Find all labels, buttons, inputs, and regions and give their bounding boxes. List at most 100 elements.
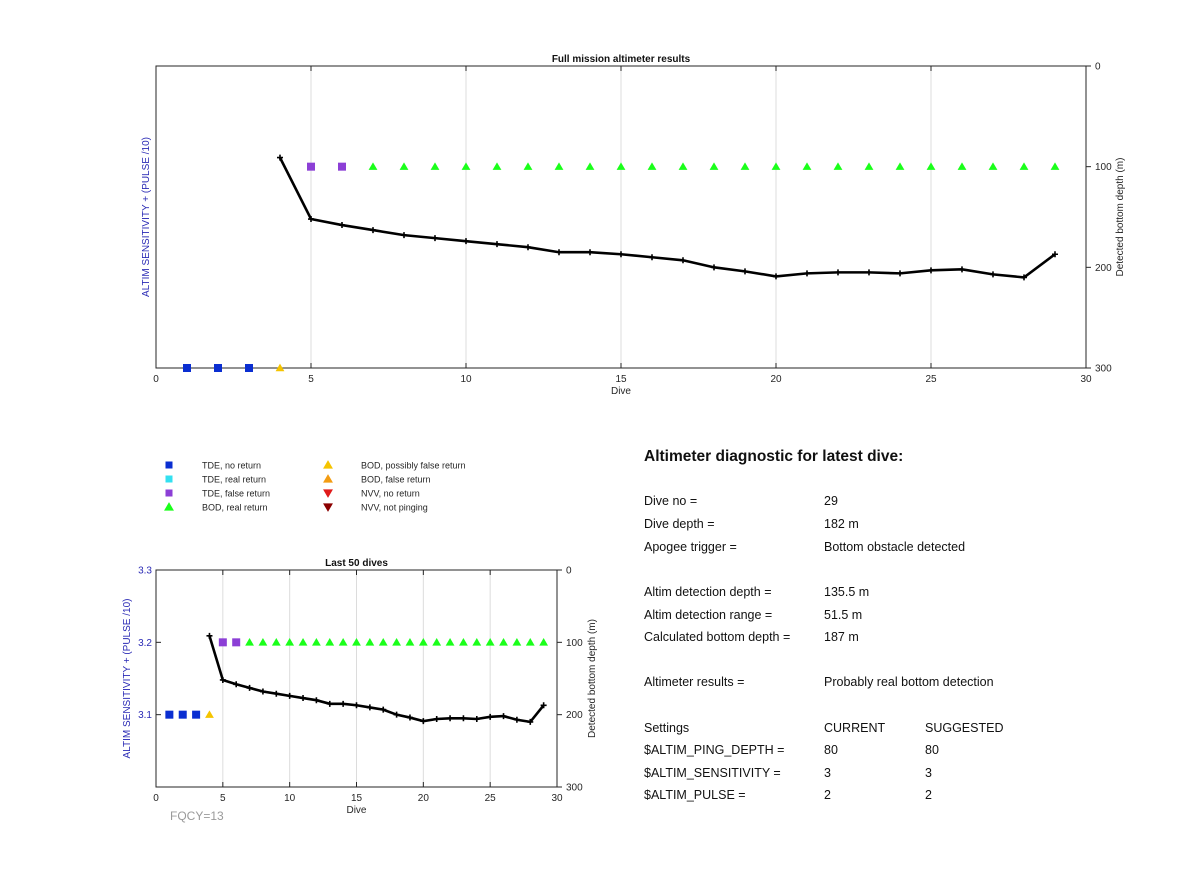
setting-label: $ALTIM_PULSE =: [644, 788, 746, 802]
bottom-depth-point: [513, 716, 520, 723]
y-right-tick-label: 300: [1095, 364, 1112, 375]
settings-header-label: Settings: [644, 721, 690, 735]
x-tick-label: 25: [485, 793, 497, 804]
tde-false-return-marker: [232, 638, 241, 647]
chart-title: Last 50 dives: [325, 558, 388, 569]
bottom-depth-point: [711, 264, 717, 271]
bottom-depth-point: [649, 254, 655, 261]
bod-real-return-marker: [740, 162, 750, 170]
x-tick-label: 30: [551, 793, 563, 804]
tde-false-return-marker: [338, 162, 346, 171]
bod-real-return-marker: [472, 638, 482, 646]
bod-possibly-false-return-legend-marker: [323, 460, 333, 469]
bottom-depth-point: [494, 241, 500, 248]
bod-real-return-legend-marker: [164, 502, 174, 511]
bottom-depth-point: [460, 715, 467, 722]
fqcy-annotation: FQCY=13: [170, 809, 224, 823]
diagnostic-title: Altimeter diagnostic for latest dive:: [644, 448, 904, 465]
bottom-depth-point: [370, 227, 376, 234]
bod-real-return-marker: [1050, 162, 1060, 170]
bod-real-return-marker: [485, 638, 495, 646]
diag-value: Bottom obstacle detected: [824, 540, 966, 554]
x-tick-label: 10: [460, 374, 472, 385]
bottom-depth-point: [897, 270, 903, 277]
bod-real-return-marker: [461, 162, 471, 170]
chart-title: Full mission altimeter results: [552, 54, 691, 65]
x-tick-label: 10: [284, 793, 296, 804]
bod-possibly-false-return-marker: [275, 363, 285, 372]
bottom-depth-point: [340, 700, 347, 707]
x-tick-label: 20: [770, 374, 782, 385]
diag-value: Probably real bottom detection: [824, 675, 994, 689]
tde-no-return-marker: [165, 710, 174, 719]
bod-real-return-marker: [312, 638, 321, 646]
diag-value: 51.5 m: [824, 608, 863, 622]
diag-label: Apogee trigger =: [644, 540, 737, 554]
bod-real-return-marker: [492, 162, 502, 170]
y-right-tick-label: 200: [1095, 263, 1112, 274]
bottom-depth-point: [339, 222, 345, 229]
bottom-depth-point: [380, 706, 387, 713]
bottom-depth-point: [556, 249, 562, 256]
bod-real-return-marker: [258, 638, 268, 646]
x-axis-label: Dive: [346, 805, 366, 816]
diag-label: Altimeter results =: [644, 675, 745, 689]
bod-real-return-marker: [988, 162, 998, 170]
bod-real-return-marker: [647, 162, 657, 170]
diag-value: 187 m: [824, 630, 859, 644]
tde-no-return-legend-marker: [165, 461, 173, 469]
x-tick-label: 0: [153, 793, 159, 804]
bottom-depth-point: [433, 716, 440, 723]
y-left-tick-label: 3.3: [138, 566, 152, 577]
y-left-tick-label: 3.1: [138, 710, 152, 721]
y-left-axis-label: ALTIM SENSITIVITY + (PULSE /10): [122, 599, 133, 759]
legend-label: TDE, no return: [202, 461, 261, 471]
bod-real-return-marker: [271, 638, 281, 646]
y-right-tick-label: 100: [1095, 162, 1112, 173]
bottom-depth-point: [406, 714, 413, 721]
bottom-depth-point: [540, 702, 547, 709]
bottom-depth-point: [277, 154, 283, 161]
bottom-depth-point: [835, 269, 841, 276]
y-right-tick-label: 200: [566, 710, 583, 721]
x-tick-label: 5: [220, 793, 226, 804]
bottom-depth-point: [1021, 274, 1027, 281]
bottom-depth-point: [773, 273, 779, 280]
bottom-depth-point: [500, 713, 507, 720]
bod-real-return-marker: [378, 638, 388, 646]
bod-real-return-marker: [678, 162, 688, 170]
bottom-depth-point: [206, 632, 213, 639]
x-tick-label: 0: [153, 374, 159, 385]
y-right-axis-label: Detected bottom depth (m): [1115, 158, 1126, 277]
bod-real-return-marker: [539, 638, 549, 646]
setting-current: 2: [824, 788, 831, 802]
diag-value: 29: [824, 494, 838, 508]
x-tick-label: 5: [308, 374, 314, 385]
diag-label: Dive no =: [644, 494, 698, 508]
bottom-depth-point: [432, 235, 438, 242]
bod-real-return-marker: [926, 162, 936, 170]
bottom-depth-point: [259, 688, 266, 695]
bod-real-return-marker: [298, 638, 308, 646]
setting-suggested: 3: [925, 766, 932, 780]
y-right-tick-label: 0: [566, 566, 572, 577]
bod-real-return-marker: [771, 162, 781, 170]
bottom-depth-point: [420, 718, 427, 725]
bottom-depth-point: [326, 700, 333, 707]
legend-label: TDE, false return: [202, 489, 270, 499]
bottom-depth-point: [353, 702, 360, 709]
tde-false-return-marker: [218, 638, 227, 647]
bottom-depth-point: [928, 267, 934, 274]
diag-label: Calculated bottom depth =: [644, 630, 791, 644]
tde-real-return-legend-marker: [165, 475, 173, 483]
diag-value: 135.5 m: [824, 585, 870, 599]
bod-false-return-legend-marker: [323, 474, 333, 483]
bod-real-return-marker: [523, 162, 533, 170]
y-right-axis-label: Detected bottom depth (m): [587, 619, 598, 738]
bottom-depth-point: [959, 266, 965, 273]
bod-real-return-marker: [405, 638, 415, 646]
legend: TDE, no return TDE, real return TDE, false…: [164, 460, 466, 513]
